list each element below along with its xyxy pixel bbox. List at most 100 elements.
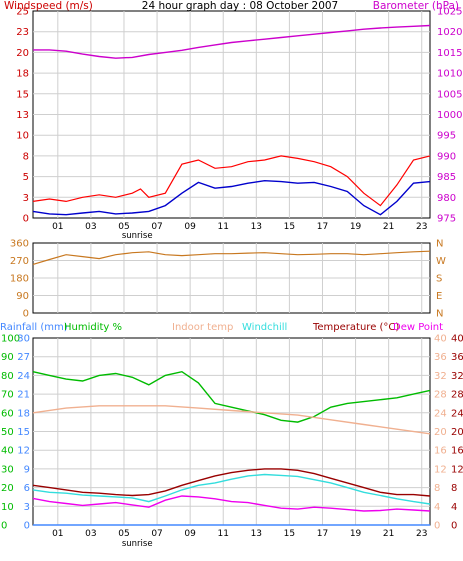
series-line-dew-point (32, 495, 431, 512)
x-tick-label: 07 (151, 529, 162, 539)
series-line-barometer (33, 24, 431, 59)
rain-tick-label: 30 (17, 334, 30, 345)
x-tick-label: 21 (383, 529, 394, 539)
rain-tick-label: 6 (24, 483, 30, 494)
rain-tick-label: 9 (24, 464, 30, 475)
humidity-tick-label: 100 (1, 334, 20, 345)
temperature-tick-label: 12 (451, 464, 463, 475)
left-tick-label: 10 (16, 131, 29, 142)
humidity-tick-label: 70 (1, 390, 14, 401)
left-tick-label: 8 (23, 151, 29, 162)
humidity-tick-label: 20 (1, 483, 14, 494)
x-tick-label: 19 (350, 529, 362, 539)
indoor-temp-tick-label: 8 (434, 483, 440, 494)
left-tick-label: 5 (23, 172, 29, 183)
x-tick-label: 05 (118, 529, 129, 539)
x-tick-label: 19 (350, 222, 362, 232)
sunrise-label: sunrise (122, 231, 153, 241)
indoor-temp-tick-label: 12 (434, 464, 447, 475)
x-tick-label: 17 (317, 222, 328, 232)
x-tick-label: 03 (85, 222, 96, 232)
indoor-temp-tick-label: 4 (434, 502, 440, 513)
legend-entry: Dew Point (393, 322, 443, 333)
temperature-tick-label: 20 (451, 427, 463, 438)
rain-tick-label: 27 (17, 352, 30, 363)
rain-tick-label: 0 (24, 521, 30, 532)
right-tick-label: 1000 (437, 110, 462, 121)
humidity-tick-label: 0 (1, 521, 7, 532)
direction-degree-label: 270 (10, 256, 29, 267)
right-tick-label: 1005 (437, 89, 462, 100)
humidity-tick-label: 10 (1, 502, 14, 513)
direction-degree-label: 0 (23, 309, 29, 320)
humidity-tick-label: 40 (1, 446, 14, 457)
legend-entry: Windchill (242, 322, 287, 333)
humidity-tick-label: 30 (1, 464, 14, 475)
series-line-indoor-temp (32, 405, 431, 435)
compass-label: W (436, 256, 446, 267)
temperature-tick-label: 8 (451, 483, 457, 494)
rain-tick-label: 21 (17, 390, 30, 401)
x-tick-label: 23 (416, 222, 427, 232)
right-tick-label: 1020 (437, 27, 462, 38)
chart-title: 24 hour graph day : 08 October 2007 (142, 0, 338, 12)
x-tick-label: 15 (284, 529, 295, 539)
rain-tick-label: 3 (24, 502, 30, 513)
temperature-tick-label: 28 (451, 390, 463, 401)
legend-entry: Temperature (°C) (312, 322, 399, 333)
humidity-tick-label: 50 (1, 427, 14, 438)
rain-tick-label: 24 (17, 371, 30, 382)
rain-tick-label: 18 (17, 408, 30, 419)
right-tick-label: 980 (437, 193, 456, 204)
x-tick-label: 01 (52, 529, 63, 539)
compass-label: S (436, 274, 442, 285)
left-tick-label: 18 (16, 69, 29, 80)
temperature-tick-label: 16 (451, 446, 463, 457)
x-tick-label: 13 (251, 222, 262, 232)
x-tick-label: 07 (151, 222, 162, 232)
temperature-tick-label: 32 (451, 371, 463, 382)
x-tick-label: 01 (52, 222, 63, 232)
indoor-temp-tick-label: 16 (434, 446, 447, 457)
indoor-temp-tick-label: 20 (434, 427, 447, 438)
sunrise-label: sunrise (122, 539, 153, 549)
rain-tick-label: 12 (17, 446, 30, 457)
indoor-temp-tick-label: 40 (434, 334, 447, 345)
left-tick-label: 15 (16, 89, 29, 100)
x-tick-label: 11 (218, 529, 229, 539)
left-tick-label: 3 (23, 193, 29, 204)
series-line-wind-direction (32, 250, 431, 265)
x-tick-label: 03 (85, 529, 96, 539)
temperature-tick-label: 24 (451, 408, 463, 419)
indoor-temp-tick-label: 24 (434, 408, 447, 419)
right-tick-label: 985 (437, 172, 456, 183)
compass-label: N (436, 239, 443, 250)
indoor-temp-tick-label: 32 (434, 371, 447, 382)
left-tick-label: 0 (23, 214, 29, 225)
series-line-windchill (32, 473, 431, 505)
x-tick-label: 13 (251, 529, 262, 539)
right-tick-label: 995 (437, 131, 456, 142)
temperature-tick-label: 4 (451, 502, 457, 513)
indoor-temp-tick-label: 36 (434, 352, 447, 363)
right-tick-label: 975 (437, 214, 456, 225)
right-tick-label: 1010 (437, 69, 462, 80)
left-tick-label: 23 (16, 27, 29, 38)
series-line-gust (32, 155, 431, 207)
indoor-temp-tick-label: 28 (434, 390, 447, 401)
x-tick-label: 23 (416, 529, 427, 539)
compass-label: N (436, 309, 443, 320)
x-tick-label: 05 (118, 222, 129, 232)
left-tick-label: 20 (16, 48, 29, 59)
direction-degree-label: 90 (16, 291, 29, 302)
legend-entry: Humidity % (64, 322, 122, 333)
left-tick-label: 13 (16, 110, 29, 121)
humidity-tick-label: 60 (1, 408, 14, 419)
direction-degree-label: 180 (10, 274, 29, 285)
x-tick-label: 09 (184, 529, 196, 539)
left-tick-label: 25 (16, 7, 29, 18)
series-line-windspeed (32, 179, 431, 216)
